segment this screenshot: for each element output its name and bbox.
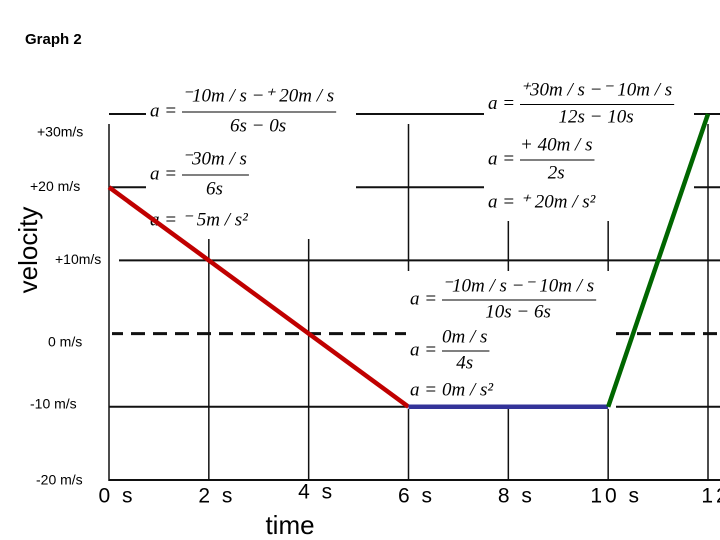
x-tick-label: 2 s [198, 485, 235, 508]
x-tick-label: 6 s [398, 485, 435, 508]
equation-lhs: a = [410, 379, 437, 400]
x-tick-box [89, 481, 145, 511]
chart-title: Graph 2 [25, 31, 82, 48]
equation-lhs: a = [488, 191, 515, 212]
velocity-line [606, 113, 711, 408]
equation-denominator: 4s [456, 352, 473, 373]
y-axis-label: velocity [13, 207, 43, 294]
y-tick-label: -10 m/s [30, 396, 77, 412]
x-tick-box [188, 481, 245, 511]
y-tick-label: +20 m/s [30, 178, 80, 194]
x-axis-label: time [265, 510, 314, 540]
equation-numerator: 0m / s [442, 326, 487, 347]
y-tick-box [24, 392, 94, 417]
equation-numerator: ⁺30m / s −⁻ 10m / s [520, 79, 672, 100]
x-tick-label: 12 [701, 485, 720, 508]
x-tick-box [688, 481, 720, 511]
y-tick-label: +30m/s [37, 124, 83, 140]
y-tick-label: 0 m/s [48, 333, 82, 349]
equation-lhs: a = [488, 148, 515, 169]
velocity-line [107, 185, 410, 409]
y-tick-box [49, 248, 119, 273]
y-tick-box [24, 175, 94, 200]
equation-numerator: ⁻30m / s [182, 148, 247, 169]
y-tick-box [31, 121, 101, 145]
annotation-box [484, 75, 694, 221]
annotation-box [146, 81, 356, 239]
y-tick-box [30, 469, 100, 493]
y-tick-label: +10m/s [55, 251, 101, 267]
equation-denominator: 12s − 10s [559, 106, 634, 127]
equation-denominator: 6s − 0s [230, 115, 286, 136]
x-tick-label: 10 s [590, 485, 642, 508]
equation-numerator: + 40m / s [520, 134, 592, 155]
annotation-box [406, 271, 616, 409]
x-tick-box [488, 481, 545, 511]
equation-denominator: 2s [548, 162, 565, 183]
y-tick-label: -20 m/s [36, 472, 83, 488]
equation-lhs: a = [150, 100, 177, 121]
equation-rhs: 0m / s² [442, 379, 493, 400]
equation-denominator: 6s [206, 178, 223, 199]
equation-rhs: ⁺ 20m / s² [520, 191, 596, 212]
equation-rhs: ⁻ 5m / s² [182, 209, 248, 230]
equation-denominator: 10s − 6s [485, 301, 551, 322]
x-tick-box [588, 481, 645, 511]
equation-lhs: a = [150, 209, 177, 230]
x-tick-label: 0 s [98, 485, 135, 508]
equation-numerator: ⁻10m / s −⁺ 20m / s [182, 85, 334, 106]
x-tick-label: 8 s [498, 485, 535, 508]
equation-lhs: a = [150, 163, 177, 184]
equation-lhs: a = [488, 93, 515, 114]
x-tick-box [288, 481, 345, 511]
equation-lhs: a = [410, 339, 437, 360]
y-tick-box [42, 330, 112, 355]
x-tick-box [388, 481, 445, 511]
equation-lhs: a = [410, 288, 437, 309]
x-tick-label: 4 s [298, 481, 335, 504]
equation-numerator: ⁻10m / s −⁻ 10m / s [442, 275, 594, 296]
